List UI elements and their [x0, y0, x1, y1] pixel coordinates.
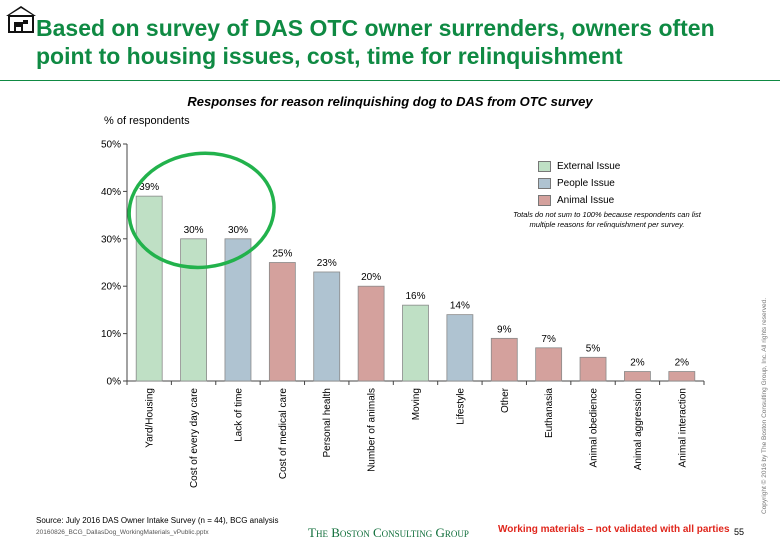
legend-label: External Issue — [557, 161, 621, 172]
bar-value-label: 30% — [184, 225, 204, 236]
bar-value-label: 16% — [405, 291, 425, 302]
bar-value-label: 2% — [630, 358, 645, 369]
category-label: Animal obedience — [589, 388, 600, 468]
y-tick-label: 10% — [101, 329, 121, 340]
bar-value-label: 14% — [450, 301, 470, 312]
category-label: Cost of every day care — [189, 388, 200, 488]
source-note: Source: July 2016 DAS Owner Intake Surve… — [36, 516, 279, 525]
page-number: 55 — [734, 527, 745, 537]
bar-value-label: 2% — [675, 358, 690, 369]
working-note: Working materials – not validated with a… — [498, 524, 730, 535]
chart-legend: External Issue People Issue Animal Issue — [538, 158, 620, 209]
legend-swatch-people — [538, 178, 551, 189]
legend-label: Animal Issue — [557, 195, 615, 206]
bar-value-label: 9% — [497, 324, 512, 335]
brand-wordmark: The Boston Consulting Group — [308, 525, 469, 541]
bar-value-label: 25% — [272, 249, 292, 260]
category-label: Other — [500, 387, 511, 413]
y-tick-label: 50% — [101, 140, 121, 151]
category-label: Yard/Housing — [145, 388, 156, 448]
bar — [135, 195, 163, 382]
bar-value-label: 39% — [139, 182, 159, 193]
category-label: Lack of time — [233, 388, 244, 442]
bar — [668, 371, 696, 382]
legend-item-animal: Animal Issue — [538, 192, 620, 209]
bar-value-label: 7% — [541, 334, 556, 345]
bar — [180, 238, 207, 382]
category-label: Cost of medical care — [278, 388, 289, 480]
bar-value-label: 20% — [361, 272, 381, 283]
category-label: Personal health — [322, 388, 333, 458]
legend-swatch-animal — [538, 195, 551, 206]
bar-value-label: 23% — [317, 258, 337, 269]
bar — [535, 347, 563, 382]
legend-swatch-external — [538, 161, 551, 172]
bar — [357, 285, 385, 382]
bar — [268, 262, 296, 382]
bar — [579, 356, 607, 382]
bar — [313, 271, 341, 382]
bar-value-label: 30% — [228, 225, 248, 236]
bar-value-label: 5% — [586, 343, 601, 354]
house-dog-icon — [6, 6, 36, 33]
category-label: Animal interaction — [677, 388, 688, 467]
chart-note: Totals do not sum to 100% because respon… — [513, 210, 701, 229]
y-tick-label: 20% — [101, 282, 121, 293]
y-tick-label: 30% — [101, 234, 121, 245]
category-label: Animal aggression — [633, 388, 644, 470]
bar — [624, 371, 651, 382]
y-tick-label: 0% — [107, 377, 122, 388]
copyright-note: Copyright © 2016 by The Boston Consultin… — [761, 297, 768, 514]
page-title: Based on survey of DAS OTC owner surrend… — [36, 15, 715, 69]
bar — [402, 304, 429, 382]
file-name: 20160826_BCG_DallasDog_WorkingMaterials_… — [36, 529, 209, 536]
category-label: Moving — [411, 388, 422, 420]
y-axis-label: % of respondents — [104, 115, 190, 127]
y-tick-label: 40% — [101, 187, 121, 198]
category-label: Euthanasia — [544, 388, 555, 438]
legend-label: People Issue — [557, 178, 615, 189]
highlight-circle — [127, 151, 276, 270]
category-label: Number of animals — [367, 388, 378, 472]
legend-item-external: External Issue — [538, 158, 620, 175]
legend-item-people: People Issue — [538, 175, 620, 192]
brand-text: The Boston Consulting Group — [308, 525, 469, 540]
bar — [490, 337, 518, 382]
chart-title: Responses for reason relinquishing dog t… — [187, 94, 593, 109]
title-divider — [0, 80, 780, 81]
bar — [446, 314, 474, 382]
category-label: Lifestyle — [455, 388, 466, 425]
